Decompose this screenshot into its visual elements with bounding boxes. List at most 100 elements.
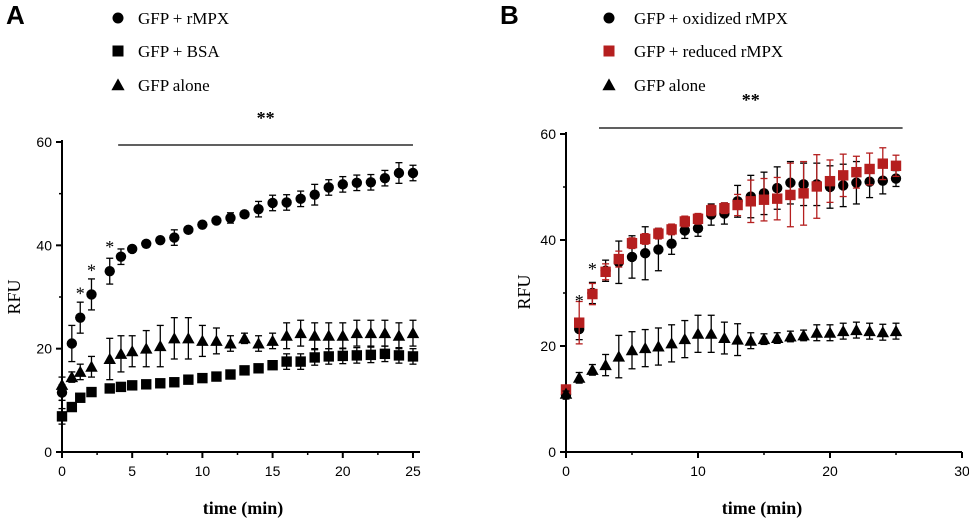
- data-point: [745, 196, 756, 207]
- data-point: [864, 163, 875, 175]
- y-tick-label: 20: [36, 341, 52, 357]
- panel-a: A GFP + rMPX GFP + BSA GFP alone 0 20 40 60 0 5 10…: [4, 0, 421, 519]
- data-point: [407, 351, 419, 362]
- data-point: [114, 347, 128, 359]
- data-point: [678, 332, 692, 345]
- legend-marker-square-icon: [603, 45, 615, 57]
- legend-marker-triangle-icon: [111, 78, 125, 91]
- data-point: [65, 370, 79, 383]
- y-axis-title: RFU: [514, 274, 534, 309]
- data-point: [168, 332, 181, 344]
- data-point: [267, 360, 278, 371]
- data-point: [104, 383, 115, 394]
- data-point: [613, 253, 624, 265]
- significance-star: *: [76, 284, 85, 304]
- data-point: [731, 333, 744, 345]
- data-point: [704, 327, 718, 339]
- significance-star: *: [588, 259, 597, 279]
- data-point: [851, 166, 862, 178]
- data-point: [239, 365, 250, 376]
- data-point: [238, 332, 251, 344]
- series-triangle: [55, 317, 420, 394]
- data-point: [784, 330, 797, 342]
- data-point: [706, 205, 717, 216]
- data-point: [406, 326, 420, 339]
- data-point: [666, 224, 677, 235]
- data-point: [55, 378, 69, 390]
- data-point: [66, 338, 78, 349]
- panel-label: B: [500, 0, 519, 30]
- series-square: [560, 147, 902, 395]
- data-point: [267, 197, 278, 209]
- data-point: [66, 401, 78, 413]
- y-tick-label: 40: [36, 237, 52, 253]
- data-point: [559, 387, 573, 399]
- legend-entry: GFP + BSA: [138, 42, 220, 61]
- data-point: [785, 189, 796, 201]
- data-point: [281, 197, 292, 208]
- data-point: [322, 329, 335, 341]
- data-point: [309, 352, 320, 363]
- data-point: [308, 329, 321, 341]
- y-tick-label: 40: [540, 232, 556, 248]
- data-point: [74, 365, 87, 377]
- data-point: [379, 172, 391, 184]
- data-point: [225, 212, 236, 224]
- data-point: [252, 337, 265, 349]
- data-point: [225, 369, 236, 380]
- y-tick-label: 0: [44, 444, 52, 460]
- data-point: [586, 363, 599, 375]
- data-point: [337, 179, 348, 190]
- data-point: [323, 182, 334, 193]
- data-point: [810, 326, 824, 338]
- y-tick-label: 60: [540, 126, 556, 142]
- data-point: [239, 209, 250, 220]
- data-point: [824, 175, 836, 187]
- data-point: [823, 326, 837, 338]
- data-point: [281, 356, 292, 367]
- data-point: [183, 224, 194, 236]
- data-point: [103, 352, 116, 364]
- x-axis-title: time (min): [203, 498, 283, 519]
- data-point: [323, 351, 334, 362]
- data-point: [798, 188, 809, 199]
- data-point: [640, 233, 651, 245]
- data-point: [197, 219, 208, 230]
- data-point: [211, 215, 222, 226]
- legend-entry: GFP alone: [634, 76, 706, 95]
- significance-star: *: [105, 237, 114, 257]
- data-point: [770, 331, 784, 344]
- x-tick-label: 0: [562, 463, 570, 479]
- data-point: [350, 326, 364, 339]
- data-point: [139, 342, 153, 354]
- data-point: [679, 216, 690, 227]
- x-tick-label: 30: [954, 463, 969, 479]
- data-point: [599, 358, 612, 371]
- y-axis-title: RFU: [4, 279, 24, 314]
- data-point: [392, 329, 406, 341]
- data-point: [612, 350, 626, 362]
- data-point: [772, 193, 783, 204]
- data-point: [365, 349, 377, 361]
- data-point: [115, 251, 127, 262]
- data-point: [364, 326, 378, 339]
- legend-entry: GFP alone: [138, 76, 210, 95]
- x-tick-label: 10: [690, 463, 706, 479]
- data-point: [295, 356, 306, 367]
- data-point: [836, 324, 850, 337]
- data-point: [196, 334, 209, 346]
- data-point: [351, 177, 363, 189]
- data-point: [56, 411, 68, 422]
- data-point: [863, 324, 876, 337]
- data-point: [890, 160, 902, 171]
- data-point: [574, 317, 585, 328]
- data-point: [587, 288, 598, 300]
- data-point: [877, 158, 888, 169]
- panel-b: B GFP + oxidized rMPX GFP + reduced rMPX GF…: [500, 0, 969, 519]
- data-point: [336, 329, 350, 341]
- series-square: [56, 345, 419, 425]
- data-point: [876, 325, 890, 338]
- data-point: [253, 363, 264, 374]
- data-point: [154, 339, 167, 352]
- data-point: [666, 238, 677, 249]
